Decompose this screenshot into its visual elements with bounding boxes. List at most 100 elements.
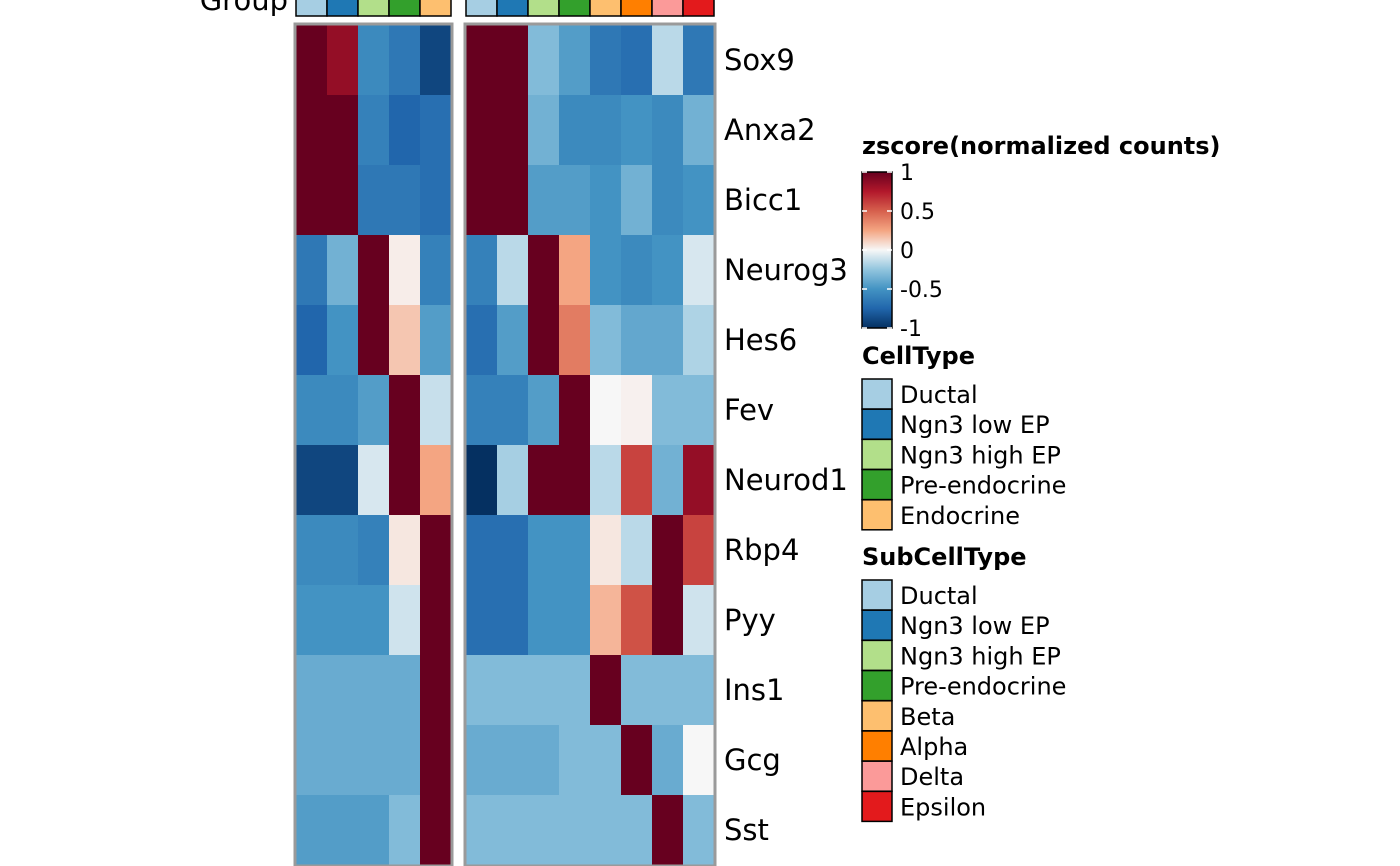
group-cell-pre-endocrine bbox=[388, 0, 421, 17]
gene-label-hes6: Hes6 bbox=[724, 323, 797, 357]
gene-label-bicc1: Bicc1 bbox=[724, 183, 802, 217]
heatmap-cell-rbp4-beta bbox=[590, 515, 622, 586]
heatmap-cell-rbp4-ngn3-low-ep bbox=[497, 515, 529, 586]
heatmap-cell-fev-delta bbox=[652, 375, 684, 446]
heatmap-panel-1 bbox=[293, 22, 454, 866]
heatmap-cell-ins1-ngn3-low-ep bbox=[497, 655, 529, 726]
heatmap-cell-bicc1-ngn3-high-ep bbox=[528, 165, 560, 236]
heatmap-cell-rbp4-ductal bbox=[466, 515, 498, 586]
heatmap-cell-pyy-ngn3-high-ep bbox=[358, 585, 390, 656]
gene-label-sox9: Sox9 bbox=[724, 43, 795, 77]
colorbar-tick-label: 0.5 bbox=[900, 200, 935, 225]
legend-label-delta: Delta bbox=[900, 763, 964, 791]
heatmap-cell-neurod1-ngn3-high-ep bbox=[528, 445, 560, 516]
heatmap-cell-gcg-delta bbox=[652, 725, 684, 796]
heatmap-cell-fev-ngn3-high-ep bbox=[358, 375, 390, 446]
heatmap-cell-sox9-ductal bbox=[296, 25, 328, 96]
heatmap-cell-pyy-endocrine bbox=[420, 585, 452, 656]
group-cell-ductal bbox=[465, 0, 498, 17]
heatmap-cell-fev-alpha bbox=[621, 375, 653, 446]
heatmap-cell-ins1-ductal bbox=[296, 655, 328, 726]
legend-swatch-ngn3-high-ep bbox=[861, 438, 893, 471]
heatmap-cell-sox9-ngn3-high-ep bbox=[528, 25, 560, 96]
heatmap-cell-neurog3-pre-endocrine bbox=[559, 235, 591, 306]
heatmap-cell-fev-ngn3-high-ep bbox=[528, 375, 560, 446]
heatmap-cell-neurog3-pre-endocrine bbox=[389, 235, 421, 306]
heatmap-cell-sst-alpha bbox=[621, 795, 653, 866]
legend-swatch-epsilon bbox=[861, 790, 893, 823]
heatmap-cell-gcg-epsilon bbox=[683, 725, 715, 796]
heatmap-cell-anxa2-ngn3-low-ep bbox=[497, 95, 529, 166]
colorbar-title: zscore(normalized counts) bbox=[862, 132, 1221, 160]
heatmap-panel-border bbox=[293, 22, 454, 866]
heatmap-cell-neurog3-alpha bbox=[621, 235, 653, 306]
heatmap-cell-sst-ngn3-low-ep bbox=[497, 795, 529, 866]
heatmap-cell-rbp4-pre-endocrine bbox=[389, 515, 421, 586]
heatmap-cell-neurod1-ductal bbox=[296, 445, 328, 516]
group-cell-epsilon bbox=[682, 0, 715, 17]
legend-label-beta: Beta bbox=[900, 703, 955, 731]
heatmap-cell-ins1-pre-endocrine bbox=[559, 655, 591, 726]
heatmap-cell-neurog3-ductal bbox=[296, 235, 328, 306]
legend-title: CellType bbox=[862, 342, 975, 370]
group-cell-alpha bbox=[620, 0, 653, 17]
heatmap-cell-hes6-ngn3-high-ep bbox=[358, 305, 390, 376]
heatmap-cell-pyy-ductal bbox=[466, 585, 498, 656]
group-cell-ngn3-low-ep bbox=[496, 0, 529, 17]
group-cell-ductal bbox=[295, 0, 328, 17]
heatmap-cell-gcg-alpha bbox=[621, 725, 653, 796]
heatmap-cell-sox9-pre-endocrine bbox=[389, 25, 421, 96]
heatmap-cell-pyy-ngn3-high-ep bbox=[528, 585, 560, 656]
heatmap-cell-sox9-alpha bbox=[621, 25, 653, 96]
heatmap-cell-sst-ngn3-high-ep bbox=[528, 795, 560, 866]
group-cell-pre-endocrine bbox=[558, 0, 591, 17]
legend-label-ductal: Ductal bbox=[900, 582, 978, 610]
heatmap-cell-sst-endocrine bbox=[420, 795, 452, 866]
legend-label-epsilon: Epsilon bbox=[900, 793, 986, 821]
heatmap-cell-bicc1-ductal bbox=[466, 165, 498, 236]
heatmap-cell-neurog3-ngn3-low-ep bbox=[497, 235, 529, 306]
heatmap-cell-anxa2-beta bbox=[590, 95, 622, 166]
heatmap-cell-hes6-epsilon bbox=[683, 305, 715, 376]
group-cell-delta bbox=[651, 0, 684, 17]
colorbar-tick-label: -0.5 bbox=[900, 278, 943, 303]
gene-label-ins1: Ins1 bbox=[724, 673, 785, 707]
heatmap-cell-neurog3-endocrine bbox=[420, 235, 452, 306]
heatmap-cell-pyy-pre-endocrine bbox=[389, 585, 421, 656]
legend-label-alpha: Alpha bbox=[900, 733, 968, 761]
heatmap-cell-rbp4-endocrine bbox=[420, 515, 452, 586]
heatmap-cell-bicc1-pre-endocrine bbox=[559, 165, 591, 236]
heatmap-cell-sox9-ngn3-low-ep bbox=[497, 25, 529, 96]
gene-label-anxa2: Anxa2 bbox=[724, 113, 816, 147]
heatmap-cell-pyy-delta bbox=[652, 585, 684, 656]
gene-labels: Sox9 Anxa2 Bicc1 Neurog3 Hes6 Fev Neurod1 Rbp4 P… bbox=[724, 43, 848, 847]
legend-swatch-alpha bbox=[861, 730, 893, 762]
heatmap-cell-bicc1-pre-endocrine bbox=[389, 165, 421, 236]
group-cell-beta bbox=[589, 0, 622, 17]
heatmap-cell-rbp4-ductal bbox=[296, 515, 328, 586]
heatmap-cell-anxa2-ductal bbox=[296, 95, 328, 166]
legend-swatch-endocrine bbox=[861, 499, 893, 531]
heatmap-cell-fev-epsilon bbox=[683, 375, 715, 446]
heatmap-cell-ins1-ngn3-high-ep bbox=[358, 655, 390, 726]
heatmap-cell-sox9-ngn3-low-ep bbox=[327, 25, 359, 96]
heatmap-cell-neurod1-beta bbox=[590, 445, 622, 516]
gene-label-sst: Sst bbox=[724, 813, 769, 847]
heatmap-cell-neurod1-alpha bbox=[621, 445, 653, 516]
group-annotation-label: Group bbox=[200, 0, 288, 17]
heatmap-body bbox=[293, 22, 717, 866]
legend-swatch-ngn3-low-ep bbox=[861, 408, 893, 440]
heatmap-cell-hes6-ductal bbox=[296, 305, 328, 376]
legend-label-endocrine: Endocrine bbox=[900, 502, 1020, 530]
heatmap-cell-pyy-alpha bbox=[621, 585, 653, 656]
heatmap-cell-rbp4-ngn3-high-ep bbox=[528, 515, 560, 586]
legend-swatch-ductal bbox=[861, 579, 893, 611]
heatmap-cell-gcg-ngn3-high-ep bbox=[358, 725, 390, 796]
heatmap-cell-hes6-ductal bbox=[466, 305, 498, 376]
legend-swatch-pre-endocrine bbox=[861, 669, 893, 702]
heatmap-cell-anxa2-pre-endocrine bbox=[389, 95, 421, 166]
heatmap-cell-neurod1-endocrine bbox=[420, 445, 452, 516]
heatmap-cell-ins1-ngn3-high-ep bbox=[528, 655, 560, 726]
